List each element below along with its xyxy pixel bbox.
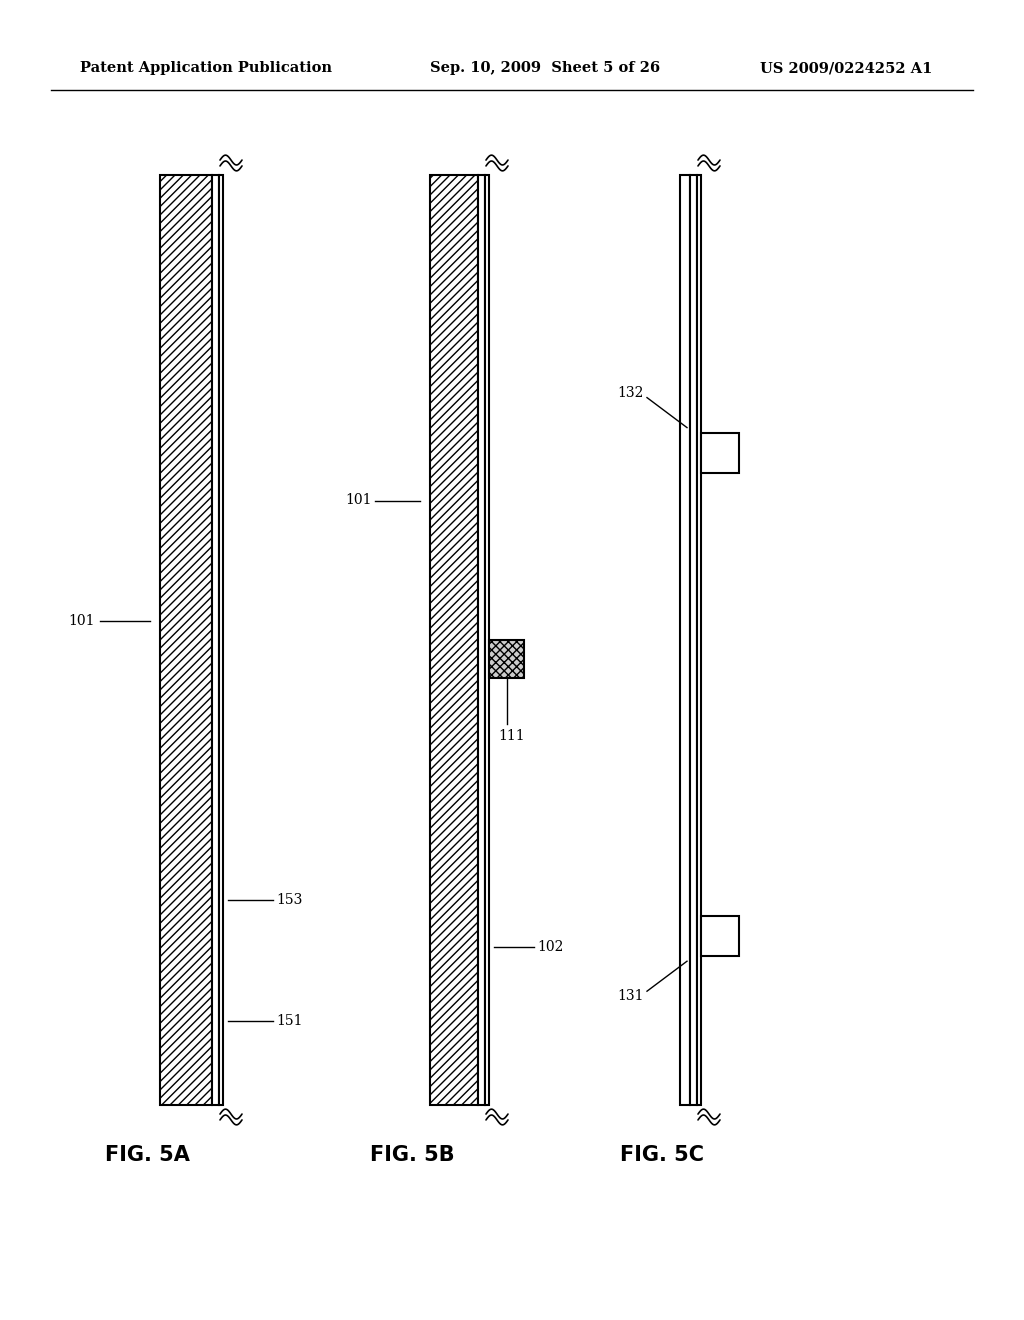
Bar (212, 176, 219, 1105)
Bar (160, 176, 212, 1105)
Text: 153: 153 (276, 894, 302, 907)
Text: 101: 101 (345, 494, 372, 507)
Text: 102: 102 (537, 940, 563, 954)
Text: FIG. 5A: FIG. 5A (105, 1144, 189, 1166)
Text: 111: 111 (499, 730, 525, 743)
Bar (690, 176, 697, 1105)
Bar (489, 640, 524, 677)
Bar (485, 176, 489, 1105)
Text: Sep. 10, 2009  Sheet 5 of 26: Sep. 10, 2009 Sheet 5 of 26 (430, 61, 660, 75)
Text: US 2009/0224252 A1: US 2009/0224252 A1 (760, 61, 933, 75)
Text: 131: 131 (617, 989, 644, 1003)
Text: FIG. 5C: FIG. 5C (620, 1144, 705, 1166)
Bar (478, 176, 485, 1105)
Text: FIG. 5B: FIG. 5B (370, 1144, 455, 1166)
Bar (680, 176, 690, 1105)
Bar (430, 176, 478, 1105)
Text: 101: 101 (69, 614, 95, 628)
Text: Patent Application Publication: Patent Application Publication (80, 61, 332, 75)
Bar (701, 433, 739, 473)
Bar (697, 176, 701, 1105)
Text: 151: 151 (276, 1014, 302, 1028)
Bar (701, 916, 739, 956)
Text: 132: 132 (617, 385, 644, 400)
Bar (219, 176, 223, 1105)
